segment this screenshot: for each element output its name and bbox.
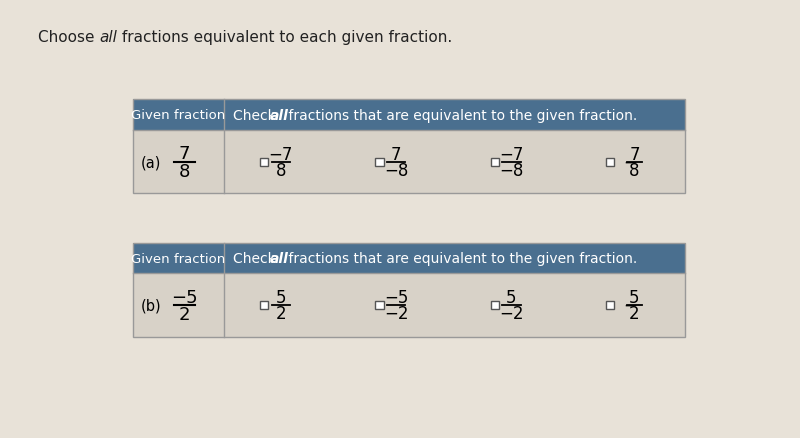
Bar — [133, 100, 685, 131]
Text: Given fraction: Given fraction — [131, 252, 226, 265]
Text: 5: 5 — [276, 289, 286, 307]
Bar — [260, 158, 269, 166]
Text: Choose: Choose — [38, 30, 99, 45]
Text: 7: 7 — [178, 145, 190, 163]
Text: fractions equivalent to each given fraction.: fractions equivalent to each given fract… — [118, 30, 453, 45]
Text: 5: 5 — [630, 289, 640, 307]
Text: 2: 2 — [178, 306, 190, 324]
Bar — [133, 274, 685, 337]
Bar — [133, 100, 685, 194]
Text: −2: −2 — [499, 305, 524, 323]
Text: all: all — [99, 30, 118, 45]
Bar — [375, 158, 384, 166]
Bar — [490, 301, 499, 310]
Bar — [490, 158, 499, 166]
Text: 7: 7 — [391, 146, 402, 164]
Text: −8: −8 — [499, 162, 524, 180]
Text: −5: −5 — [171, 288, 198, 306]
Text: −7: −7 — [499, 146, 524, 164]
Text: −5: −5 — [384, 289, 408, 307]
Text: 8: 8 — [276, 162, 286, 180]
Bar — [375, 301, 384, 310]
Text: Check: Check — [234, 109, 281, 123]
Bar — [606, 158, 614, 166]
Text: 5: 5 — [506, 289, 517, 307]
Bar — [606, 301, 614, 310]
Text: 8: 8 — [630, 162, 640, 180]
Bar — [260, 301, 269, 310]
Text: −7: −7 — [269, 146, 293, 164]
Text: fractions that are equivalent to the given fraction.: fractions that are equivalent to the giv… — [285, 109, 638, 123]
Text: (b): (b) — [141, 298, 162, 313]
Bar — [133, 243, 685, 274]
Text: 7: 7 — [630, 146, 640, 164]
Text: 8: 8 — [178, 162, 190, 180]
Text: −8: −8 — [384, 162, 408, 180]
Text: −: − — [624, 297, 638, 314]
Text: 2: 2 — [629, 305, 640, 323]
Text: fractions that are equivalent to the given fraction.: fractions that are equivalent to the giv… — [285, 251, 638, 265]
Text: Check: Check — [234, 251, 281, 265]
Bar — [133, 243, 685, 337]
Text: −: − — [624, 153, 638, 171]
Bar — [133, 131, 685, 194]
Text: Given fraction: Given fraction — [131, 109, 226, 122]
Text: all: all — [270, 251, 289, 265]
Text: all: all — [270, 109, 289, 123]
Text: 2: 2 — [275, 305, 286, 323]
Text: −2: −2 — [384, 305, 408, 323]
Text: (a): (a) — [141, 155, 162, 170]
